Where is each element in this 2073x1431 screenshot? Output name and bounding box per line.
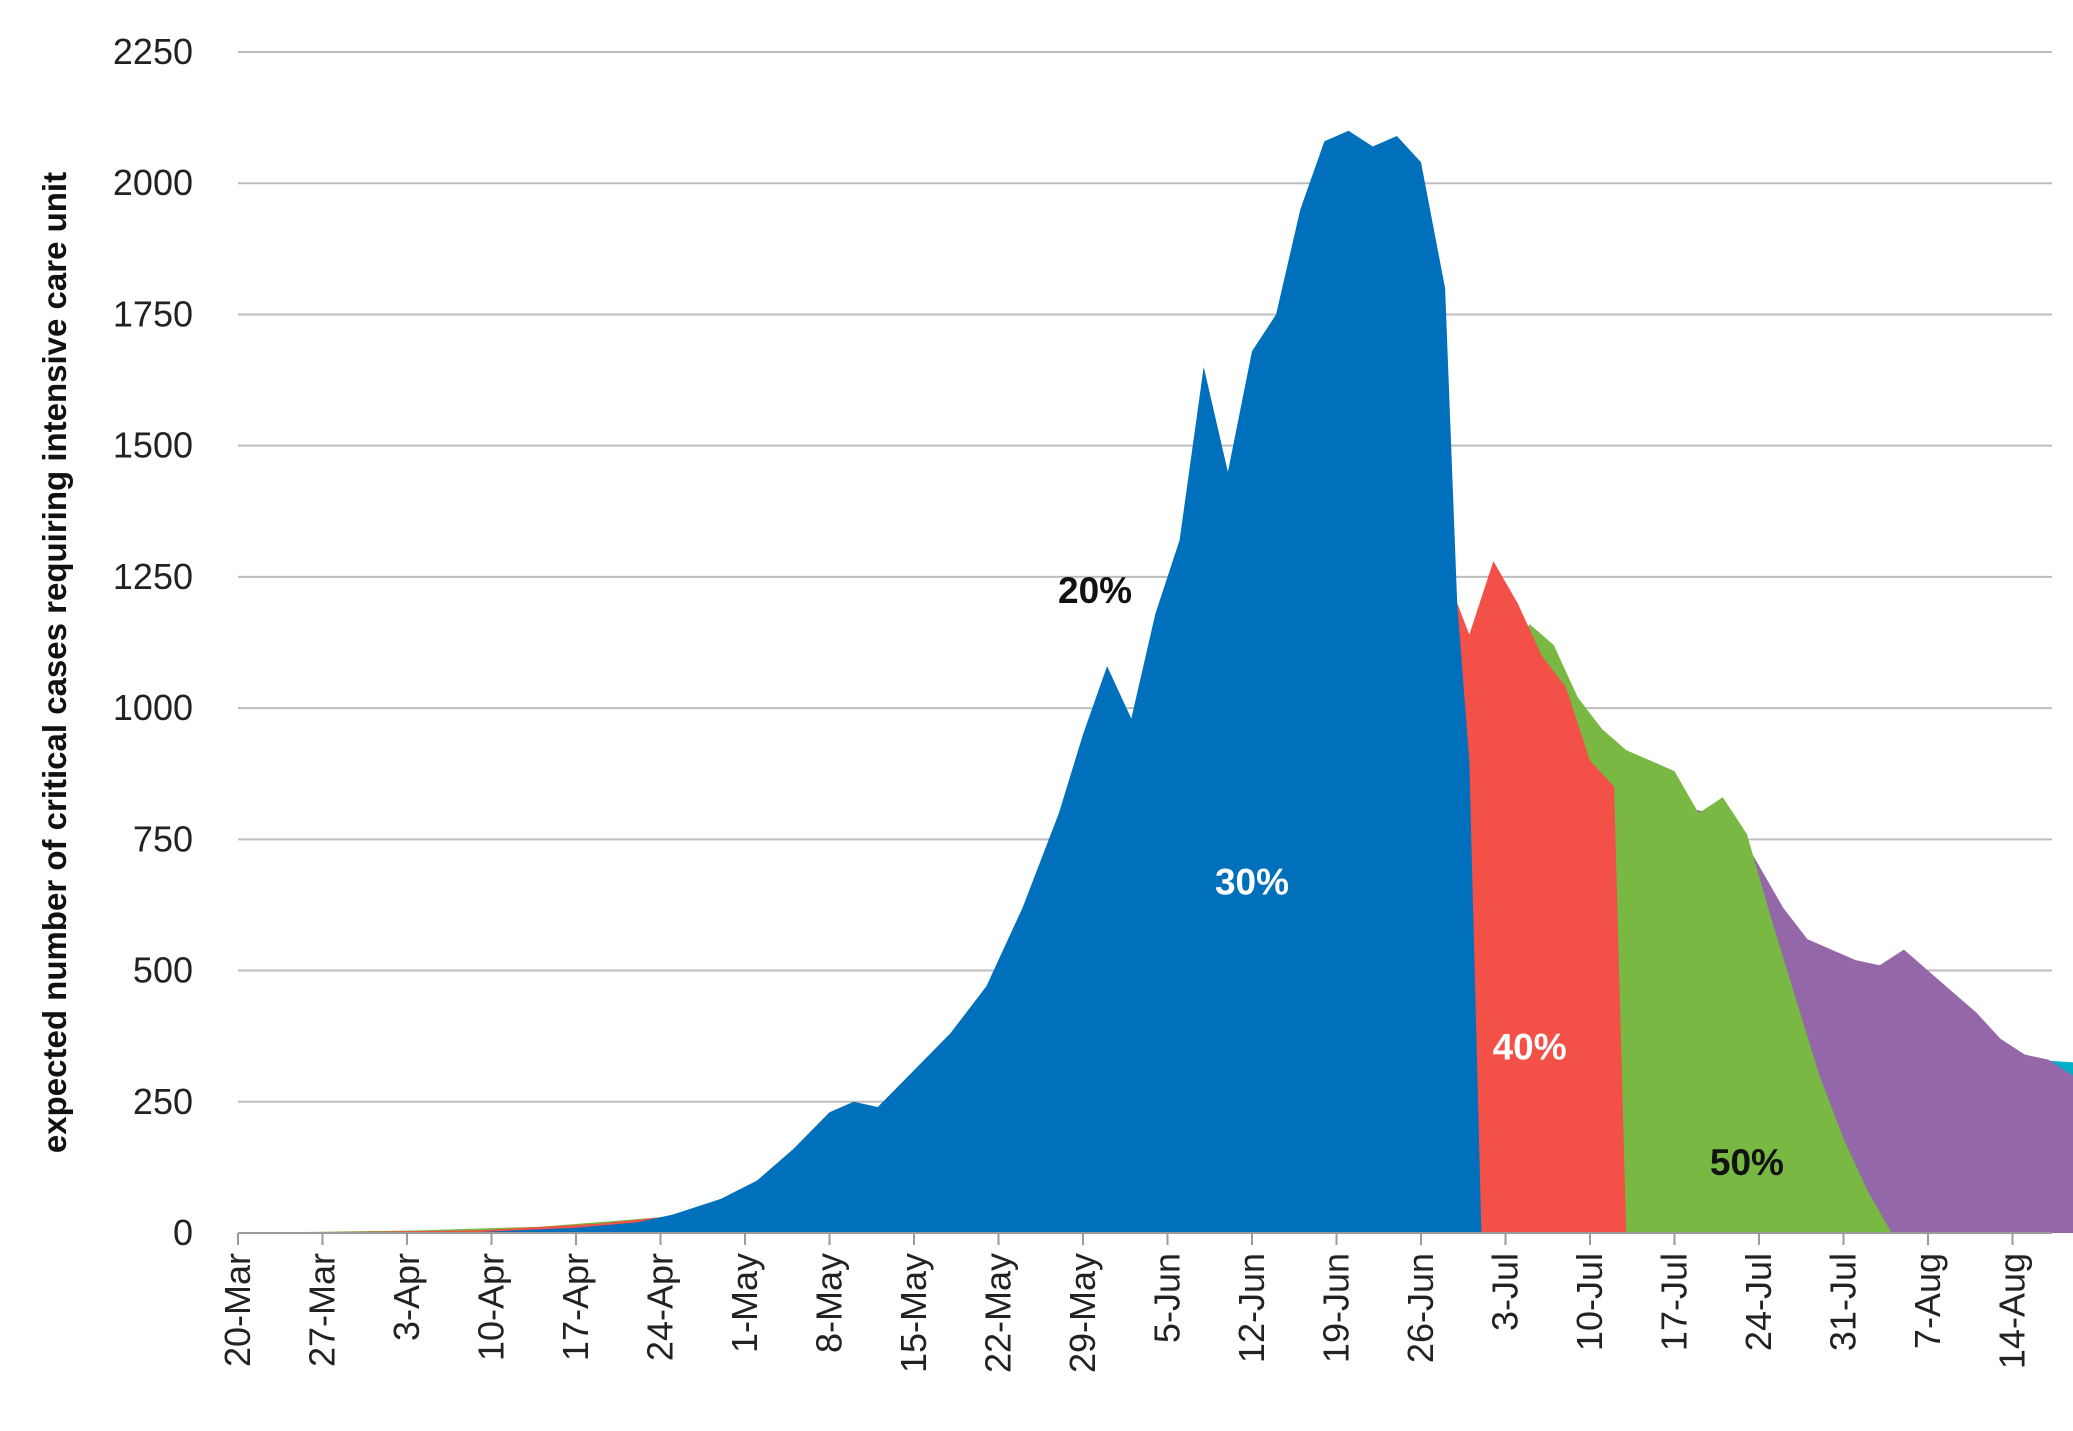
x-tick-label-17-jul: 17-Jul [1654,1253,1695,1351]
x-tick-label-10-jul: 10-Jul [1569,1253,1610,1351]
x-tick-label-19-jun: 19-Jun [1316,1253,1357,1363]
series-areas [238,130,2073,1234]
x-tick-label-27-mar: 27-Mar [302,1253,343,1367]
y-tick-label-1750: 1750 [113,293,193,334]
y-tick-label-500: 500 [133,950,193,991]
x-tick-label-7-aug: 7-Aug [1907,1253,1948,1349]
y-tick-label-2000: 2000 [113,162,193,203]
series-label-20: 20% [1058,570,1132,611]
y-axis-title: expected number of critical cases requir… [36,172,73,1153]
x-tick-label-5-jun: 5-Jun [1147,1253,1188,1343]
x-tick-label-17-apr: 17-Apr [555,1253,596,1361]
y-tick-label-2250: 2250 [113,31,193,72]
x-tick-label-1-may: 1-May [724,1253,765,1353]
y-tick-label-250: 250 [133,1081,193,1122]
x-tick-label-26-jun: 26-Jun [1400,1253,1441,1363]
series-label-30: 30% [1215,861,1289,902]
x-tick-label-24-apr: 24-Apr [640,1253,681,1361]
x-tick-label-10-apr: 10-Apr [471,1253,512,1361]
y-tick-label-750: 750 [133,818,193,859]
x-tick-label-12-jun: 12-Jun [1231,1253,1272,1363]
x-tick-label-3-apr: 3-Apr [386,1253,427,1341]
y-tick-label-1500: 1500 [113,425,193,466]
series-label-10: 10% [961,368,1035,409]
area-series-10 [238,130,1482,1234]
series-labels: 50% 40% 30% 20% 10% [961,368,1783,1183]
x-tick-label-8-may: 8-May [809,1253,850,1353]
gridlines [238,51,2052,1103]
x-tick-label-14-aug: 14-Aug [1992,1253,2033,1369]
x-tick-label-31-jul: 31-Jul [1823,1253,1864,1351]
x-tick-label-20-mar: 20-Mar [217,1253,258,1367]
y-tick-labels: 0 250 500 750 1000 1250 1500 1750 2000 2250 [113,31,193,1253]
y-tick-label-0: 0 [173,1212,193,1253]
x-tick-label-29-may: 29-May [1062,1253,1103,1373]
x-tick-labels: 20-Mar 27-Mar 3-Apr 10-Apr 17-Apr 24-Apr 1-May… [217,1233,2033,1373]
series-label-40: 40% [1493,1027,1567,1068]
series-label-50: 50% [1710,1142,1784,1183]
x-tick-label-15-may: 15-May [893,1253,934,1373]
x-tick-label-24-jul: 24-Jul [1738,1253,1779,1351]
y-tick-label-1250: 1250 [113,556,193,597]
x-tick-label-3-jul: 3-Jul [1485,1253,1526,1331]
y-tick-label-1000: 1000 [113,687,193,728]
x-tick-label-22-may: 22-May [978,1253,1019,1373]
